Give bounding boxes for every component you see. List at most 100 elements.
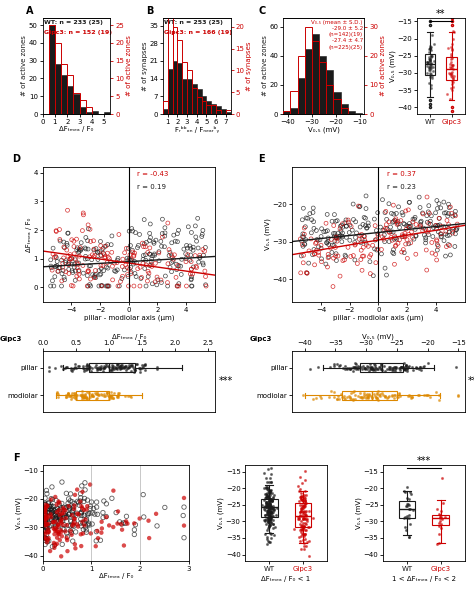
Point [75, 245, 83, 254]
Point [79, 390, 87, 400]
Point [264, 493, 271, 502]
Point [331, 210, 338, 219]
Point [62, 527, 69, 536]
Point [383, 220, 390, 229]
Point [41, 525, 49, 535]
Point [433, 196, 441, 205]
Point [93, 497, 100, 507]
Point [428, 238, 436, 247]
Point [268, 464, 275, 473]
Point [121, 391, 128, 401]
Point [428, 211, 435, 220]
Point [425, 219, 433, 228]
Point [66, 503, 73, 513]
Point [296, 484, 304, 494]
Point [340, 393, 348, 402]
Point [111, 362, 118, 372]
Point [297, 268, 304, 278]
Point [82, 251, 90, 261]
Text: A: A [26, 6, 33, 16]
Point [94, 248, 101, 257]
Point [364, 389, 371, 399]
Point [401, 522, 409, 531]
Point [64, 388, 72, 398]
Point [170, 254, 177, 264]
Point [65, 264, 73, 274]
Point [447, 62, 454, 72]
Point [301, 503, 308, 512]
Point [140, 215, 148, 224]
Point [329, 229, 337, 238]
Point [391, 231, 399, 241]
Point [360, 363, 368, 373]
Point [85, 518, 93, 528]
Point [415, 364, 423, 374]
Point [301, 530, 309, 539]
Point [316, 235, 324, 245]
Point [297, 503, 305, 513]
Point [315, 242, 322, 251]
Point [113, 361, 120, 370]
Point [88, 392, 95, 401]
Point [303, 516, 311, 525]
Point [351, 240, 359, 250]
Point [97, 536, 104, 545]
Point [83, 361, 91, 370]
Point [41, 540, 49, 549]
Point [302, 213, 310, 223]
Point [152, 509, 160, 519]
Point [332, 232, 340, 242]
Point [296, 472, 303, 482]
Point [46, 366, 53, 376]
Point [82, 233, 90, 242]
Point [72, 266, 79, 276]
Point [98, 517, 105, 527]
Point [419, 209, 427, 219]
PathPatch shape [342, 390, 397, 401]
Point [170, 230, 178, 240]
Point [301, 239, 308, 248]
Point [128, 392, 135, 402]
Point [265, 496, 273, 505]
Point [297, 525, 304, 534]
Point [41, 515, 49, 524]
Point [352, 239, 359, 249]
Point [266, 512, 273, 521]
Point [44, 525, 52, 534]
Point [114, 390, 121, 400]
Point [301, 229, 308, 239]
Point [65, 501, 73, 511]
Point [356, 362, 363, 371]
Point [65, 260, 73, 269]
Point [95, 390, 102, 400]
Bar [341, 108, 348, 114]
Point [261, 501, 269, 510]
Point [120, 265, 128, 275]
Point [50, 518, 57, 527]
Point [366, 257, 374, 266]
Point [417, 362, 424, 371]
Point [71, 514, 78, 524]
Point [367, 391, 375, 401]
Point [301, 497, 309, 506]
Point [296, 519, 303, 528]
Point [393, 393, 401, 402]
Point [47, 510, 55, 519]
Point [148, 279, 156, 288]
Point [298, 500, 306, 510]
Point [188, 264, 195, 274]
Point [109, 363, 116, 373]
Point [353, 228, 360, 238]
Point [446, 241, 454, 250]
Point [386, 364, 394, 374]
Point [44, 501, 51, 510]
Point [298, 251, 305, 261]
Point [335, 394, 343, 404]
Point [115, 389, 122, 398]
Point [60, 525, 68, 534]
Point [82, 254, 89, 264]
Point [448, 54, 456, 63]
Point [144, 276, 151, 286]
Bar [86, 112, 92, 114]
Point [60, 242, 68, 252]
